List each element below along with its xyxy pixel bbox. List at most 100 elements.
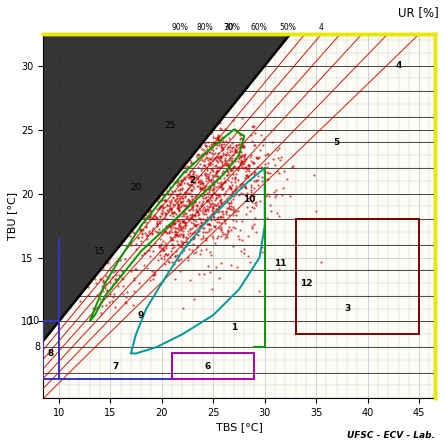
Point bbox=[138, 230, 145, 237]
Point bbox=[235, 166, 242, 174]
Point bbox=[208, 225, 215, 232]
Point bbox=[224, 171, 231, 178]
Point bbox=[160, 246, 167, 253]
Point bbox=[176, 223, 183, 230]
Point bbox=[206, 220, 213, 227]
Point bbox=[247, 259, 254, 266]
Point bbox=[205, 186, 212, 193]
Point bbox=[265, 169, 272, 176]
Point bbox=[227, 199, 235, 206]
Point bbox=[180, 202, 187, 209]
Point bbox=[155, 229, 162, 236]
Point bbox=[206, 228, 213, 235]
Point bbox=[194, 163, 201, 170]
Point bbox=[283, 176, 291, 183]
Point bbox=[169, 221, 176, 228]
Point bbox=[226, 206, 233, 213]
Point bbox=[175, 206, 182, 213]
X-axis label: TBS [°C]: TBS [°C] bbox=[215, 422, 263, 432]
Point bbox=[224, 168, 231, 175]
Point bbox=[247, 151, 255, 158]
Point bbox=[233, 185, 240, 192]
Point bbox=[100, 278, 107, 285]
Point bbox=[194, 208, 201, 215]
Point bbox=[217, 232, 224, 239]
Point bbox=[159, 204, 166, 211]
Point bbox=[243, 204, 250, 211]
Point bbox=[154, 219, 161, 227]
Point bbox=[170, 209, 178, 216]
Point bbox=[173, 192, 180, 199]
Point bbox=[146, 252, 153, 259]
Point bbox=[208, 156, 215, 163]
Point bbox=[263, 169, 271, 176]
Point bbox=[227, 198, 234, 205]
Point bbox=[179, 194, 186, 202]
Point bbox=[110, 290, 117, 297]
Point bbox=[178, 213, 185, 220]
Point bbox=[230, 164, 237, 171]
Point bbox=[99, 276, 106, 283]
Point bbox=[161, 196, 168, 203]
Point bbox=[311, 171, 318, 178]
Point bbox=[197, 192, 204, 199]
Point bbox=[191, 235, 198, 242]
Point bbox=[176, 223, 183, 230]
Point bbox=[214, 134, 221, 142]
Point bbox=[202, 194, 209, 201]
Point bbox=[174, 204, 181, 211]
Point bbox=[187, 186, 194, 194]
Point bbox=[192, 193, 199, 200]
Point bbox=[211, 155, 218, 162]
Point bbox=[207, 178, 214, 186]
Point bbox=[170, 194, 177, 202]
Point bbox=[205, 198, 212, 205]
Point bbox=[226, 224, 233, 231]
Point bbox=[242, 184, 249, 191]
Point bbox=[193, 202, 200, 209]
Point bbox=[229, 154, 236, 161]
Point bbox=[195, 204, 202, 211]
Point bbox=[176, 233, 183, 240]
Point bbox=[179, 227, 186, 235]
Point bbox=[227, 148, 234, 155]
Point bbox=[176, 206, 183, 213]
Point bbox=[161, 228, 168, 235]
Point bbox=[227, 205, 234, 212]
Point bbox=[182, 241, 190, 248]
Point bbox=[186, 174, 194, 181]
Point bbox=[156, 203, 163, 210]
Point bbox=[144, 232, 151, 239]
Point bbox=[237, 148, 244, 155]
Point bbox=[212, 206, 219, 213]
Point bbox=[197, 161, 204, 168]
Point bbox=[273, 168, 280, 175]
Point bbox=[237, 158, 244, 166]
Point bbox=[289, 162, 296, 170]
Point bbox=[187, 186, 194, 194]
Point bbox=[202, 188, 209, 195]
Point bbox=[196, 186, 203, 193]
Point bbox=[190, 169, 198, 176]
Point bbox=[232, 207, 239, 214]
Text: 4: 4 bbox=[319, 23, 324, 32]
Point bbox=[266, 192, 273, 199]
Point bbox=[98, 302, 105, 309]
Point bbox=[141, 249, 148, 256]
Point bbox=[213, 134, 220, 141]
Point bbox=[170, 209, 177, 216]
Point bbox=[175, 218, 182, 225]
Point bbox=[210, 222, 218, 230]
Point bbox=[174, 233, 181, 240]
Point bbox=[238, 135, 245, 142]
Point bbox=[112, 267, 119, 274]
Point bbox=[217, 157, 224, 164]
Point bbox=[231, 164, 238, 171]
Point bbox=[185, 206, 192, 213]
Point bbox=[187, 198, 194, 205]
Point bbox=[185, 180, 192, 187]
Point bbox=[239, 157, 246, 164]
Point bbox=[108, 285, 115, 292]
Point bbox=[117, 257, 124, 264]
Point bbox=[169, 229, 176, 236]
